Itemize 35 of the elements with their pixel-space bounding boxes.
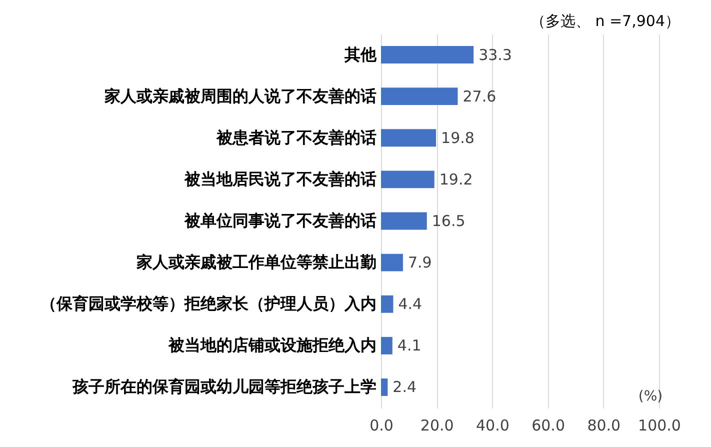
data-label: 7.9 [408,254,432,272]
data-label: 33.3 [478,46,512,64]
y-tick-label: 被患者说了不友善的话 [216,128,376,147]
y-tick-label: 被当地居民说了不友善的话 [184,169,376,188]
data-label: 19.2 [439,170,473,188]
x-tick-label: 100.0 [638,416,681,434]
data-label: 27.6 [462,87,496,106]
data-label: 2.4 [392,378,417,396]
bar [381,170,434,188]
bar [381,295,394,313]
x-tick-label: 20.0 [420,416,454,434]
y-tick-label: 被当地的店铺或设施拒绝入内 [168,336,376,355]
y-tick-label: 孩子所在的保育园或幼儿园等拒绝孩子上学 [72,377,376,396]
y-tick-label: 家人或亲戚被周围的人说了不友善的话 [104,86,376,106]
y-tick-label: 被单位同事说了不友善的话 [184,211,376,230]
bar [381,46,474,64]
x-axis-title: (%) [638,388,663,404]
data-label: 4.4 [398,295,422,314]
data-label: 19.8 [441,128,474,147]
y-tick-label: 家人或亲戚被工作单位等禁止出勤 [136,252,376,272]
text: （多选、 n =7,904） [530,12,680,30]
bar [381,88,458,106]
bar [381,378,388,396]
x-tick-label: 0.0 [370,416,394,434]
x-tick-label: 40.0 [476,416,510,434]
data-label: 4.1 [397,336,422,355]
data-label: 16.5 [432,212,466,230]
bar [381,212,427,230]
bar [381,129,436,147]
bar [381,336,392,354]
bar [381,254,403,272]
y-tick-label: （保育园或学校等）拒绝家长（护理人员）入内 [40,294,376,314]
x-tick-label: 60.0 [532,416,566,434]
y-tick-label: 其他 [344,44,378,64]
x-tick-label: 80.0 [587,416,621,434]
